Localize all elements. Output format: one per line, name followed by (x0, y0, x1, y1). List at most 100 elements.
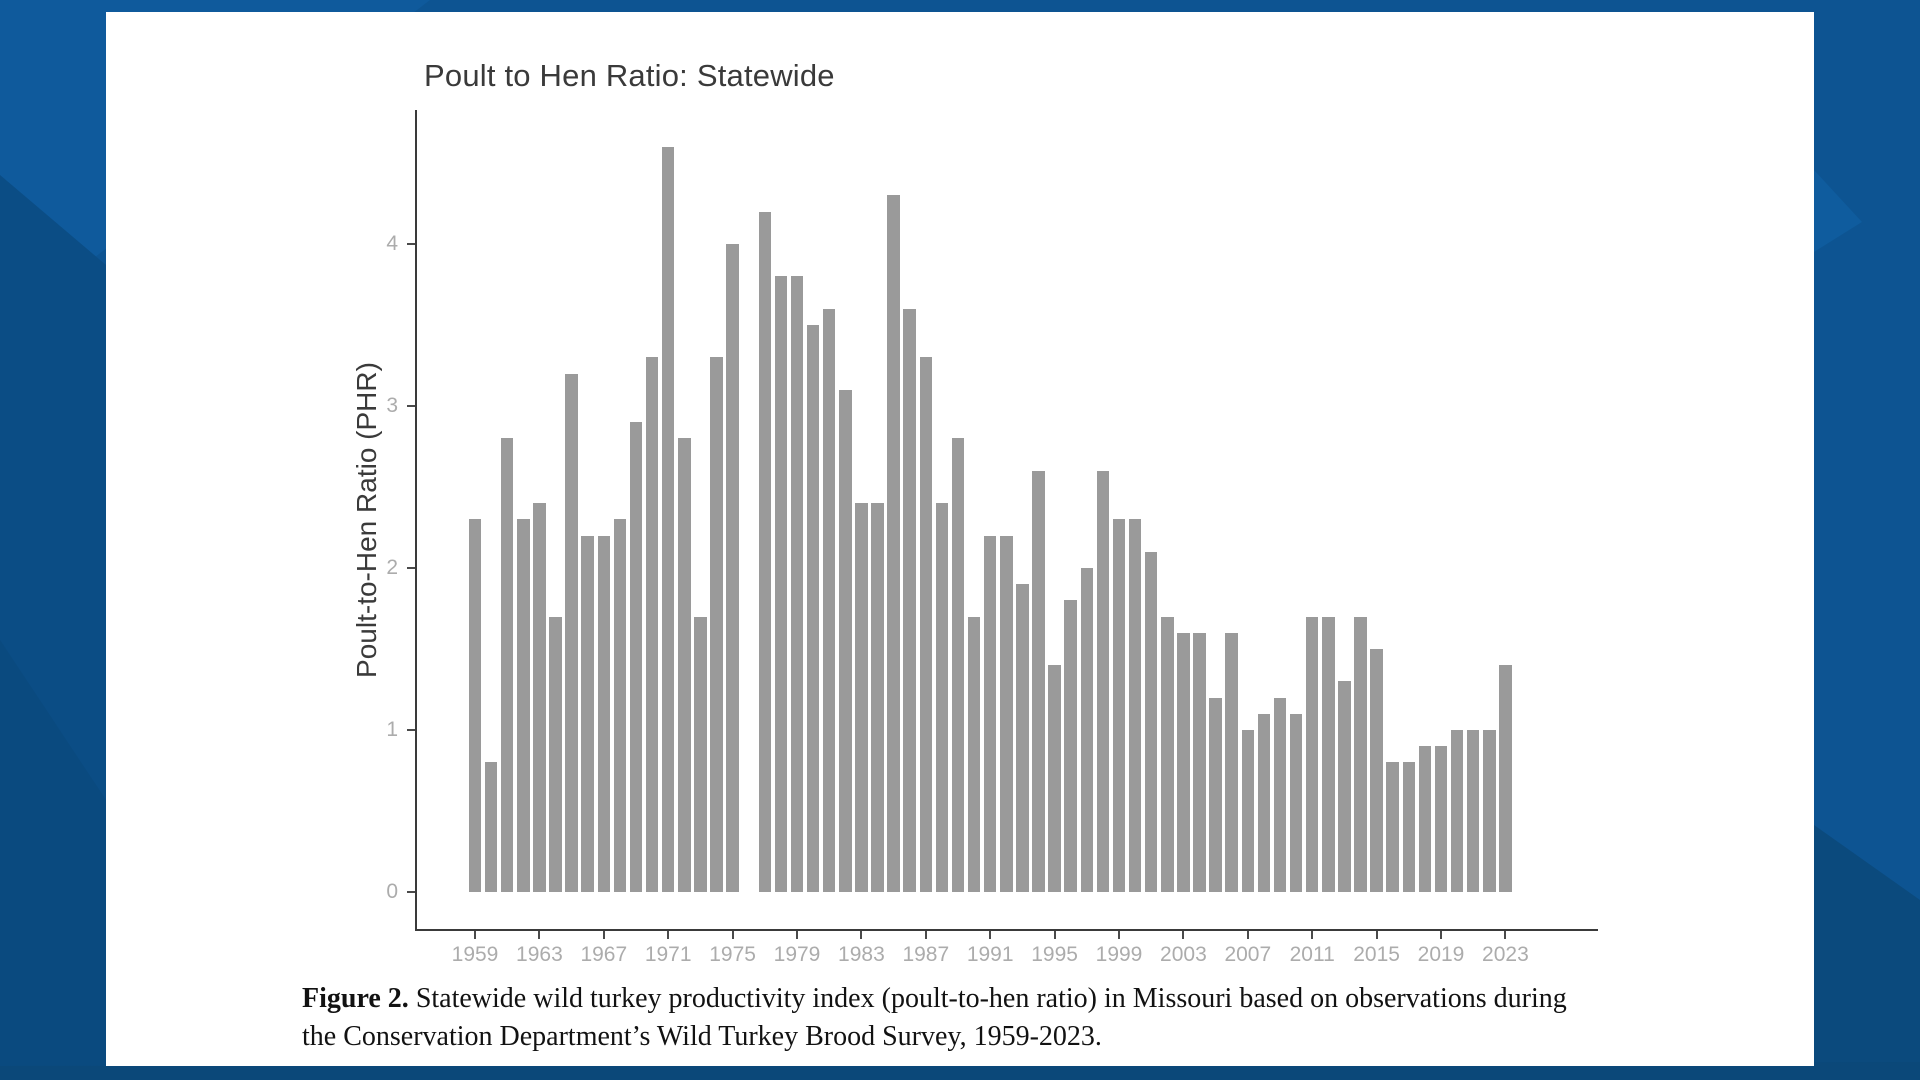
bar-2020 (1450, 730, 1464, 892)
bar-1964 (549, 616, 562, 892)
bar-1997 (1080, 568, 1094, 892)
bar-1989 (951, 438, 965, 892)
x-tick-label: 1987 (902, 943, 950, 966)
bar-1971 (661, 146, 675, 892)
figure-caption-text: Statewide wild turkey productivity index… (302, 983, 1567, 1052)
bar-1985 (887, 195, 900, 892)
phr-bar-chart: Poult-to-Hen Ratio (PHR) 0 1 2 3 4 1959 1963 19… (106, 12, 1814, 1066)
y-tick-label: 4 (386, 232, 398, 255)
bar-1969 (629, 422, 643, 892)
bar-2023 (1499, 665, 1512, 892)
x-tick-mark (1246, 931, 1249, 939)
y-tick-label: 1 (386, 718, 398, 741)
y-axis-line (415, 110, 417, 930)
x-tick-mark (1053, 931, 1056, 939)
bar-1975 (726, 244, 739, 892)
bar-2006 (1225, 632, 1238, 892)
x-tick-label: 2023 (1482, 943, 1529, 966)
x-tick-mark (667, 931, 670, 939)
bar-1992 (1000, 535, 1013, 892)
chart-title: Poult to Hen Ratio: Statewide (424, 58, 835, 93)
x-tick-label: 1995 (1031, 943, 1078, 966)
bar-1980 (806, 325, 820, 892)
bar-2015 (1370, 649, 1383, 892)
bar-1990 (967, 616, 981, 892)
x-tick-mark (474, 931, 476, 939)
bar-1988 (935, 503, 949, 892)
bar-2013 (1338, 681, 1351, 892)
bar-2012 (1322, 616, 1335, 892)
x-tick-label: 2007 (1224, 943, 1272, 966)
x-tick-mark (602, 931, 605, 939)
y-tick-mark (407, 891, 415, 893)
x-tick-mark (1311, 931, 1314, 939)
bar-2018 (1418, 746, 1432, 892)
bar-2014 (1354, 616, 1367, 892)
x-tick-mark (538, 931, 541, 939)
bar-2022 (1483, 730, 1496, 892)
bar-1962 (517, 519, 530, 892)
x-tick-label: 2015 (1353, 943, 1400, 966)
bar-2011 (1305, 616, 1319, 892)
bar-2008 (1257, 713, 1271, 892)
bar-1974 (710, 357, 723, 892)
y-tick-label: 3 (386, 394, 398, 417)
x-tick-mark (989, 931, 992, 939)
figure-caption: Figure 2. Statewide wild turkey producti… (302, 980, 1572, 1056)
bar-2007 (1241, 730, 1255, 892)
bar-1970 (645, 357, 659, 892)
bar-1968 (613, 519, 627, 892)
x-tick-mark (731, 931, 734, 939)
bar-1972 (678, 438, 691, 892)
x-tick-label: 1979 (773, 943, 821, 966)
bar-2021 (1466, 730, 1480, 892)
y-tick-mark (407, 729, 415, 731)
bar-1978 (774, 276, 788, 892)
x-tick-label: 1959 (451, 943, 499, 966)
bar-2001 (1144, 551, 1158, 892)
x-tick-mark (796, 931, 798, 939)
bar-1959 (468, 519, 482, 892)
x-tick-label: 1983 (838, 943, 885, 966)
bar-1994 (1032, 470, 1045, 892)
x-tick-mark (860, 931, 863, 939)
bar-1991 (983, 535, 997, 892)
bar-2009 (1273, 697, 1287, 892)
bar-1982 (839, 389, 852, 892)
figure-caption-label: Figure 2. (302, 983, 409, 1014)
x-tick-label: 2019 (1417, 943, 1465, 966)
x-axis-line (415, 929, 1598, 931)
x-tick-mark (1375, 931, 1378, 939)
bar-1983 (855, 503, 868, 892)
x-tick-mark (1504, 931, 1507, 939)
bar-1998 (1096, 470, 1110, 892)
bar-1966 (581, 535, 594, 892)
x-tick-label: 2003 (1160, 943, 1207, 966)
y-tick-mark (407, 243, 415, 245)
bar-1963 (533, 503, 546, 892)
bar-1967 (597, 535, 611, 892)
x-tick-label: 1975 (709, 943, 756, 966)
bar-1987 (919, 357, 933, 892)
bar-1977 (758, 211, 772, 892)
bar-2005 (1209, 697, 1222, 892)
bar-1961 (500, 438, 514, 892)
bar-2003 (1177, 632, 1190, 892)
x-tick-mark (1118, 931, 1120, 939)
bar-1979 (790, 276, 804, 892)
bar-2010 (1289, 713, 1303, 892)
x-tick-mark (1440, 931, 1442, 939)
bar-1986 (903, 308, 916, 892)
bar-1960 (484, 762, 498, 892)
bar-2016 (1386, 762, 1399, 892)
bar-1993 (1016, 584, 1029, 892)
y-tick-label: 0 (386, 880, 398, 903)
x-tick-label: 2011 (1289, 943, 1335, 966)
bar-1981 (822, 308, 836, 892)
x-tick-label: 1963 (516, 943, 563, 966)
bar-1984 (871, 503, 884, 892)
x-tick-mark (924, 931, 927, 939)
x-tick-label: 1967 (580, 943, 628, 966)
bar-2019 (1434, 746, 1448, 892)
bar-1999 (1112, 519, 1126, 892)
